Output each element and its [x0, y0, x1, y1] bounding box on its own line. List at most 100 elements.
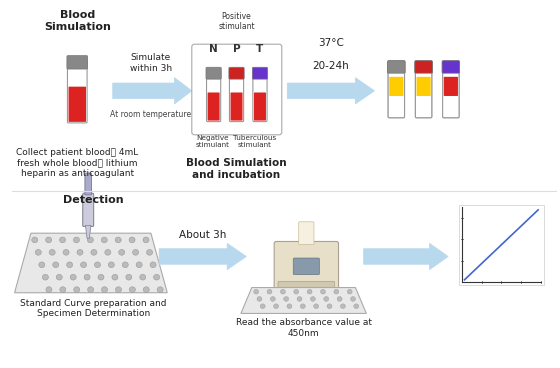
Circle shape [74, 287, 80, 293]
Circle shape [320, 289, 325, 294]
Text: Positive
stimulant: Positive stimulant [218, 12, 255, 31]
Circle shape [297, 297, 302, 301]
FancyBboxPatch shape [444, 95, 458, 117]
Text: Collect patient blood： 4mL
fresh whole blood， lithium
heparin as anticoagulant: Collect patient blood： 4mL fresh whole b… [16, 148, 138, 178]
FancyBboxPatch shape [208, 92, 220, 121]
FancyBboxPatch shape [417, 77, 431, 96]
Circle shape [70, 275, 76, 280]
Text: Blood Simulation
and incubation: Blood Simulation and incubation [186, 158, 287, 180]
Circle shape [300, 304, 305, 308]
Text: Detection: Detection [63, 195, 124, 205]
Circle shape [87, 237, 94, 243]
Polygon shape [15, 233, 167, 293]
Circle shape [143, 287, 150, 293]
Circle shape [84, 275, 90, 280]
FancyBboxPatch shape [417, 77, 431, 96]
Circle shape [112, 275, 118, 280]
FancyBboxPatch shape [417, 95, 431, 117]
Circle shape [81, 262, 87, 268]
FancyBboxPatch shape [388, 64, 404, 118]
Circle shape [260, 304, 265, 308]
Circle shape [139, 275, 146, 280]
FancyBboxPatch shape [444, 95, 458, 117]
FancyBboxPatch shape [444, 99, 458, 116]
Circle shape [153, 275, 160, 280]
FancyBboxPatch shape [443, 64, 459, 118]
Text: Blood
Simulation: Blood Simulation [44, 10, 111, 32]
FancyBboxPatch shape [85, 173, 91, 195]
FancyBboxPatch shape [417, 95, 431, 117]
FancyBboxPatch shape [207, 70, 221, 121]
FancyBboxPatch shape [389, 95, 403, 117]
FancyBboxPatch shape [253, 70, 267, 121]
FancyBboxPatch shape [459, 205, 544, 285]
Circle shape [39, 262, 45, 268]
Polygon shape [113, 78, 192, 104]
Circle shape [119, 250, 125, 255]
Circle shape [281, 289, 286, 294]
FancyBboxPatch shape [230, 70, 244, 121]
Circle shape [334, 289, 339, 294]
Circle shape [274, 304, 278, 308]
Circle shape [126, 275, 132, 280]
Circle shape [307, 289, 312, 294]
Circle shape [108, 262, 114, 268]
Circle shape [59, 237, 66, 243]
Text: N: N [209, 45, 218, 54]
Circle shape [95, 262, 100, 268]
FancyBboxPatch shape [388, 61, 405, 73]
Text: P: P [233, 45, 240, 54]
FancyBboxPatch shape [231, 92, 242, 121]
Polygon shape [241, 287, 366, 314]
FancyBboxPatch shape [416, 64, 432, 118]
FancyBboxPatch shape [389, 77, 403, 96]
Circle shape [327, 304, 332, 308]
Polygon shape [86, 226, 91, 238]
Polygon shape [159, 243, 246, 270]
Circle shape [254, 289, 259, 294]
Circle shape [129, 287, 136, 293]
Circle shape [157, 287, 163, 293]
FancyBboxPatch shape [415, 61, 432, 73]
FancyBboxPatch shape [68, 86, 86, 122]
FancyBboxPatch shape [253, 67, 268, 79]
Circle shape [46, 287, 52, 293]
FancyBboxPatch shape [192, 44, 282, 135]
FancyBboxPatch shape [444, 77, 458, 96]
Polygon shape [287, 78, 375, 104]
FancyBboxPatch shape [442, 61, 460, 73]
FancyBboxPatch shape [390, 99, 403, 116]
FancyBboxPatch shape [415, 61, 432, 73]
Circle shape [294, 289, 298, 294]
FancyBboxPatch shape [444, 77, 458, 96]
Circle shape [53, 262, 59, 268]
Circle shape [45, 237, 52, 243]
FancyBboxPatch shape [298, 222, 314, 245]
Circle shape [133, 250, 139, 255]
Circle shape [98, 275, 104, 280]
FancyBboxPatch shape [278, 282, 335, 291]
FancyBboxPatch shape [389, 95, 403, 117]
Text: T: T [256, 45, 264, 54]
FancyBboxPatch shape [416, 64, 432, 118]
Text: Standard Curve preparation and
Specimen Determination: Standard Curve preparation and Specimen … [20, 298, 167, 318]
FancyBboxPatch shape [229, 67, 244, 79]
FancyBboxPatch shape [443, 64, 459, 118]
Circle shape [287, 304, 292, 308]
Circle shape [115, 237, 121, 243]
FancyBboxPatch shape [388, 64, 404, 118]
FancyBboxPatch shape [442, 61, 460, 73]
Circle shape [115, 287, 122, 293]
Circle shape [314, 304, 319, 308]
Circle shape [63, 250, 69, 255]
Circle shape [337, 297, 342, 301]
Circle shape [270, 297, 276, 301]
Text: At room temperature: At room temperature [110, 110, 192, 120]
Text: Read the absorbance value at
450nm: Read the absorbance value at 450nm [236, 318, 372, 338]
Circle shape [32, 237, 38, 243]
Text: Simulate
within 3h: Simulate within 3h [130, 53, 172, 72]
FancyBboxPatch shape [293, 258, 319, 275]
Circle shape [310, 297, 315, 301]
Circle shape [67, 262, 73, 268]
Circle shape [150, 262, 156, 268]
